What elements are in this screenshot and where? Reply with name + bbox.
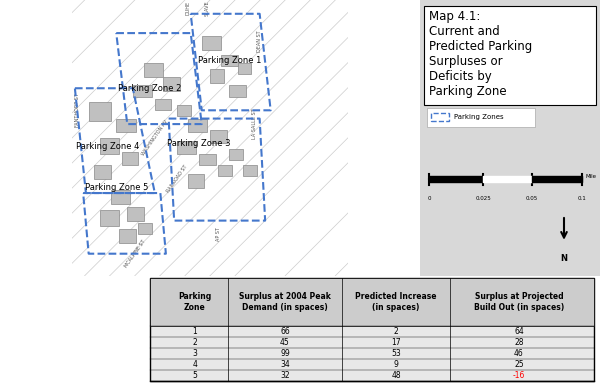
Bar [150,278,594,381]
Bar [155,99,172,110]
Text: 0.025: 0.025 [475,196,491,201]
Text: 9: 9 [394,360,398,369]
Bar [177,141,196,154]
Text: LA SALLE ST: LA SALLE ST [251,109,257,139]
Text: 5: 5 [193,371,197,380]
Bar [210,129,227,143]
Text: Predicted Increase
(in spaces): Predicted Increase (in spaces) [355,292,437,312]
Text: 2: 2 [394,327,398,336]
Text: 66: 66 [280,327,290,336]
Bar [119,229,136,243]
Text: 3: 3 [193,349,197,358]
Text: DUHE: DUHE [185,1,190,15]
Text: 0: 0 [427,196,431,201]
Text: RAILROAD ST: RAILROAD ST [166,165,188,194]
Text: Parking Zone 3: Parking Zone 3 [167,139,231,148]
Bar [238,64,251,74]
Bar [127,207,144,221]
Text: Parking Zones: Parking Zones [454,114,504,120]
Bar [229,149,243,160]
Text: 4: 4 [193,360,197,369]
Text: 34: 34 [280,360,290,369]
Text: 45: 45 [280,338,290,347]
Bar [202,36,221,50]
Bar [199,154,215,165]
Bar [210,69,224,83]
Bar [144,64,163,77]
Bar [188,119,207,133]
Bar [122,152,139,165]
Bar [427,108,535,127]
Bar [94,165,111,179]
Bar [229,85,246,97]
Text: AP ST: AP ST [216,228,221,241]
Text: 46: 46 [514,349,524,358]
Text: Parking Zone 4: Parking Zone 4 [76,142,140,151]
Text: SLAVE: SLAVE [205,0,210,16]
Text: Surplus at 2004 Peak
Demand (in spaces): Surplus at 2004 Peak Demand (in spaces) [239,292,331,312]
Text: 64: 64 [514,327,524,336]
Text: Parking
Zone: Parking Zone [178,292,212,312]
Text: 32: 32 [280,371,290,380]
Bar [431,113,449,121]
Text: Parking Zone 1: Parking Zone 1 [197,56,261,65]
Bar [111,190,130,204]
Text: 53: 53 [391,349,401,358]
Bar [139,223,152,234]
Bar [218,165,232,177]
Bar [221,55,238,66]
Bar [116,119,136,133]
Bar [188,174,205,188]
Text: Mile: Mile [586,174,596,179]
Bar [150,278,594,326]
Text: DEAN ST: DEAN ST [257,31,262,52]
Text: 0.05: 0.05 [526,196,538,201]
Bar [89,102,111,121]
Text: Parking Zone 5: Parking Zone 5 [85,183,148,192]
Text: N: N [560,254,568,263]
Bar [100,138,119,154]
Text: WASHINGTON AV: WASHINGTON AV [140,119,169,157]
Text: 1: 1 [193,327,197,336]
Text: Map 4.1:
Current and
Predicted Parking
Surpluses or
Deficits by
Parking Zone: Map 4.1: Current and Predicted Parking S… [429,10,532,98]
Text: MCALPINE ST: MCALPINE ST [124,239,147,268]
Text: 0.1: 0.1 [578,196,586,201]
Text: Parking Zone 2: Parking Zone 2 [118,84,181,93]
Bar [177,105,191,116]
Text: 25: 25 [514,360,524,369]
Text: 99: 99 [280,349,290,358]
Text: FANTHORP ST: FANTHORP ST [75,93,80,127]
Text: 48: 48 [391,371,401,380]
Text: Surplus at Projected
Build Out (in spaces): Surplus at Projected Build Out (in space… [474,292,564,312]
Bar [133,85,152,97]
Text: 17: 17 [391,338,401,347]
Text: -16: -16 [513,371,525,380]
Bar [163,77,179,91]
Bar [243,165,257,177]
Text: 2: 2 [193,338,197,347]
Bar [424,5,596,105]
Text: 28: 28 [514,338,524,347]
Bar [100,210,119,226]
